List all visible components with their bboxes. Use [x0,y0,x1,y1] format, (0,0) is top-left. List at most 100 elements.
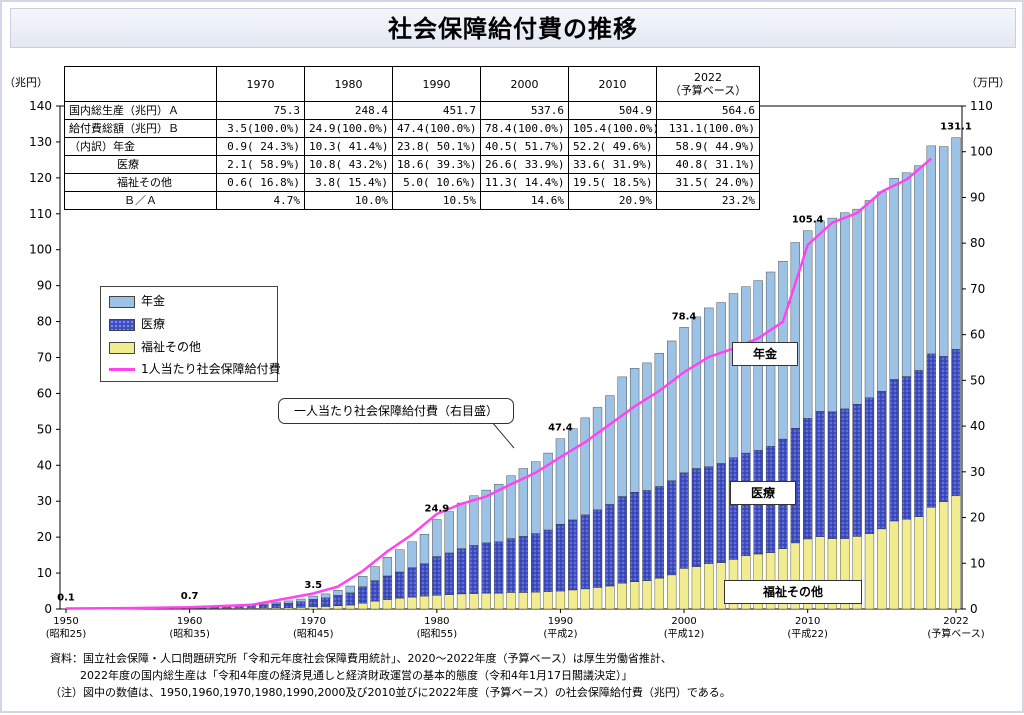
table-cell: 23.8( 50.1%) [393,138,481,156]
bar-segment-medical [952,349,961,496]
table-cell: 47.4(100.0%) [393,120,481,138]
table-cell: 78.4(100.0%) [481,120,569,138]
table-cell: 24.9(100.0%) [305,120,393,138]
table-header-cell: 1980 [305,67,393,102]
bar-segment-pension [853,209,862,404]
left-axis-tick-label: 0 [44,602,52,616]
bar-segment-medical [346,593,355,605]
bar-segment-welfare [655,578,664,609]
bar-segment-medical [507,539,516,593]
x-axis-tick-label: 2010 [795,616,820,627]
bar-segment-medical [309,599,318,607]
x-axis-tick-label: 1990 [548,616,573,627]
bar-segment-medical [284,603,293,608]
left-axis-tick-label: 120 [29,171,52,185]
bar-segment-medical [395,572,404,598]
bar-segment-pension [272,602,281,604]
legend-label: 福祉その他 [141,339,201,355]
table-cell: 23.2% [657,192,760,210]
right-axis-tick-label: 0 [970,602,978,616]
bar-segment-welfare [420,596,429,609]
left-axis-label: （兆円） [4,76,48,89]
bar-segment-pension [395,550,404,572]
table-cell: 451.7 [393,102,481,120]
left-axis-tick-label: 90 [37,279,52,293]
x-axis-era-label: (昭和55) [417,628,458,640]
bar-segment-welfare [531,592,540,609]
bar-segment-medical [939,356,948,501]
bar-segment-welfare [482,593,491,609]
bar-segment-welfare [556,591,565,609]
bar-segment-welfare [309,607,318,609]
table-cell: 3.8( 15.4%) [305,174,393,192]
bar-segment-medical [927,354,936,507]
bar-segment-pension [840,213,849,409]
bar-segment-welfare [432,595,441,609]
bar-segment-medical [519,536,528,592]
bar-segment-welfare [877,529,886,609]
bar-segment-pension [309,596,318,599]
table-cell: 564.6 [657,102,760,120]
value-label: 0.7 [181,591,199,602]
bar-segment-medical [717,463,726,562]
bar-segment-medical [482,543,491,593]
right-axis-tick-label: 60 [970,328,985,342]
bar-segment-welfare [605,586,614,609]
table-cell: 10.5% [393,192,481,210]
bar-segment-welfare [358,603,367,609]
bar-segment-welfare [395,598,404,609]
bar-segment-pension [630,368,639,492]
bar-segment-pension [321,594,330,598]
bar-segment-welfare [457,594,466,609]
data-table: 1970 1980 1990 2000 2010 2022 （予算ベース） 国内… [64,66,760,210]
bar-segment-medical [865,398,874,534]
right-axis-tick-label: 30 [970,465,985,479]
left-axis-tick-label: 110 [29,207,52,221]
table-cell: 52.2( 49.6%) [569,138,657,156]
bar-segment-medical [321,598,330,607]
x-axis-era-label: (平成12) [664,628,705,640]
table-row-label: 医療 [65,156,217,174]
bar-segment-pension [358,576,367,586]
right-axis-tick-label: 50 [970,373,985,387]
table-row-label: 給付費総額（兆円）Ｂ [65,120,217,138]
x-axis-era-label: (昭和25) [46,628,87,640]
legend-swatch [109,319,135,331]
left-axis-tick-label: 100 [29,243,52,257]
table-cell: 10.0% [305,192,393,210]
x-axis-tick-label: 1970 [300,616,325,627]
table-cell: 537.6 [481,102,569,120]
x-axis-tick-label: 2000 [671,616,696,627]
legend-swatch [109,342,135,354]
bar-segment-pension [667,341,676,481]
value-label: 24.9 [424,504,449,515]
bar-segment-welfare [927,507,936,609]
table-row-label: 福祉その他 [65,174,217,192]
table-cell: 75.3 [217,102,305,120]
bar-segment-pension [914,166,923,371]
bar-segment-welfare [890,521,899,609]
bar-segment-medical [408,568,417,597]
value-label: 3.5 [304,580,322,591]
left-axis-tick-label: 10 [37,566,52,580]
bar-segment-pension [556,439,565,525]
x-axis-era-label: (平成2) [543,628,577,640]
bar-segment-medical [902,377,911,520]
bar-segment-medical [469,545,478,593]
bar-segment-medical [914,370,923,516]
note-line: 2022年度の国内総生産は「令和4年度の経済見通しと経済財政運営の基本的態度（令… [50,667,1010,684]
bar-segment-welfare [581,589,590,609]
table-cell: 40.5( 51.7%) [481,138,569,156]
bar-segment-medical [531,534,540,593]
left-axis-tick-label: 20 [37,530,52,544]
bar-segment-medical [432,557,441,596]
per-capita-callout: 一人当たり社会保障給付費（右目盛） [278,398,514,424]
table-cell: 20.9% [569,192,657,210]
bar-segment-medical [556,524,565,591]
table-cell: 11.3( 14.4%) [481,174,569,192]
bar-segment-medical [618,497,627,584]
note-line: （注）図中の数値は、1950,1960,1970,1980,1990,2000及… [50,684,1010,701]
bar-segment-pension [284,601,293,603]
right-axis-tick-label: 90 [970,190,985,204]
